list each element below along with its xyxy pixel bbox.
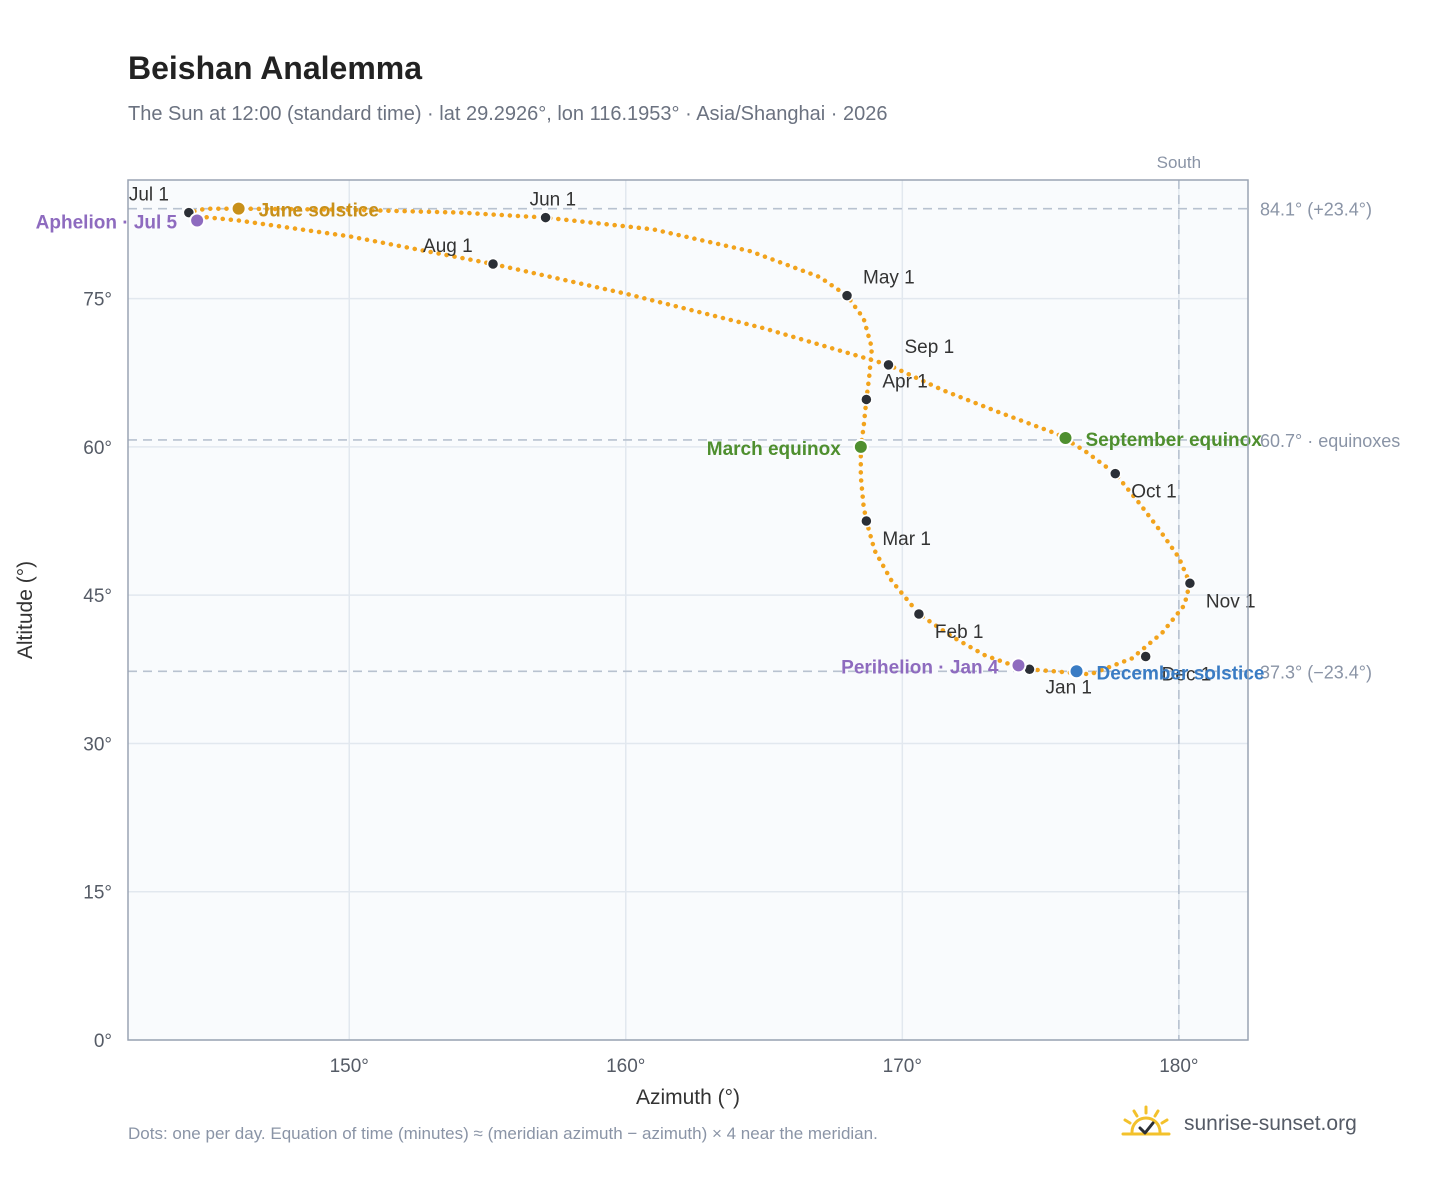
- analemma-daily-dots: [186, 206, 1193, 677]
- markers: Jan 1 Feb 1 Mar 1 Apr 1 May 1 Jun 1 Jul 1 Aug 1…: [36, 185, 1265, 699]
- south-label: South: [1157, 153, 1201, 172]
- y-tick-label: 30°: [83, 734, 112, 755]
- y-tick-label: 75°: [83, 290, 112, 311]
- y-tick-label: 60°: [83, 438, 112, 459]
- month-label: Apr 1: [882, 371, 927, 392]
- event-label: June solstice: [259, 201, 379, 222]
- month-marker: [1109, 467, 1122, 480]
- event-marker: [852, 438, 869, 455]
- x-tick-label: 180°: [1159, 1056, 1198, 1077]
- event-marker: [1068, 663, 1085, 680]
- event-label: March equinox: [707, 439, 842, 460]
- month-label: Jan 1: [1046, 677, 1092, 698]
- plot-frame: [127, 179, 1249, 1041]
- month-marker: [1183, 577, 1197, 590]
- month-marker: [882, 358, 895, 372]
- month-label: May 1: [863, 268, 915, 289]
- month-label: Aug 1: [423, 236, 473, 257]
- brand-name: sunrise-sunset.org: [1184, 1112, 1357, 1135]
- event-label: December solstice: [1097, 663, 1265, 684]
- y-tick-label: 45°: [83, 586, 112, 607]
- y-tick-label: 0°: [94, 1031, 112, 1052]
- plot-background: [128, 180, 1248, 1040]
- footnote: Dots: one per day. Equation of time (min…: [128, 1124, 878, 1143]
- event-label: Aphelion · Jul 5: [36, 213, 178, 234]
- y-tick-label: 15°: [83, 883, 112, 904]
- chart-subtitle: The Sun at 12:00 (standard time) · lat 2…: [128, 103, 888, 125]
- y-axis-label: Altitude (°): [14, 561, 37, 659]
- x-tick-label: 150°: [330, 1056, 369, 1077]
- month-label: Mar 1: [882, 529, 931, 550]
- analemma-path: [186, 206, 1193, 677]
- x-tick-label: 160°: [606, 1056, 645, 1077]
- reference-label: 84.1° (+23.4°): [1260, 200, 1372, 220]
- month-marker: [840, 289, 854, 302]
- month-marker: [486, 257, 500, 271]
- event-label: Perihelion · Jan 4: [841, 657, 999, 678]
- event-marker: [1010, 657, 1027, 674]
- month-label: Feb 1: [935, 622, 984, 643]
- month-label: Jul 1: [129, 185, 169, 206]
- event-marker: [230, 200, 247, 217]
- event-label: September equinox: [1085, 430, 1262, 451]
- month-marker: [860, 514, 873, 528]
- brand[interactable]: sunrise-sunset.org: [1120, 1104, 1357, 1144]
- event-marker: [1057, 430, 1074, 446]
- reference-label: 37.3° (−23.4°): [1260, 662, 1372, 682]
- month-label: Oct 1: [1131, 482, 1176, 503]
- month-label: Dec 1: [1162, 664, 1212, 685]
- month-label: Sep 1: [904, 337, 954, 358]
- grid-lines: [128, 180, 1248, 1041]
- x-tick-label: 170°: [883, 1056, 922, 1077]
- axes: 150° 160° 170° 180° 0° 15° 30° 45° 60° 75° Azimuth…: [14, 290, 1199, 1109]
- x-axis-label: Azimuth (°): [636, 1086, 740, 1109]
- month-marker: [860, 393, 873, 406]
- event-marker: [189, 212, 206, 229]
- month-marker: [912, 607, 926, 621]
- sun-check-icon: [1121, 1105, 1171, 1136]
- reference-label: 60.7° · equinoxes: [1260, 431, 1400, 451]
- month-marker: [539, 211, 552, 224]
- chart-title: Beishan Analemma: [128, 50, 423, 86]
- month-label: Jun 1: [530, 190, 576, 211]
- month-label: Nov 1: [1206, 591, 1256, 612]
- month-marker: [1139, 650, 1152, 663]
